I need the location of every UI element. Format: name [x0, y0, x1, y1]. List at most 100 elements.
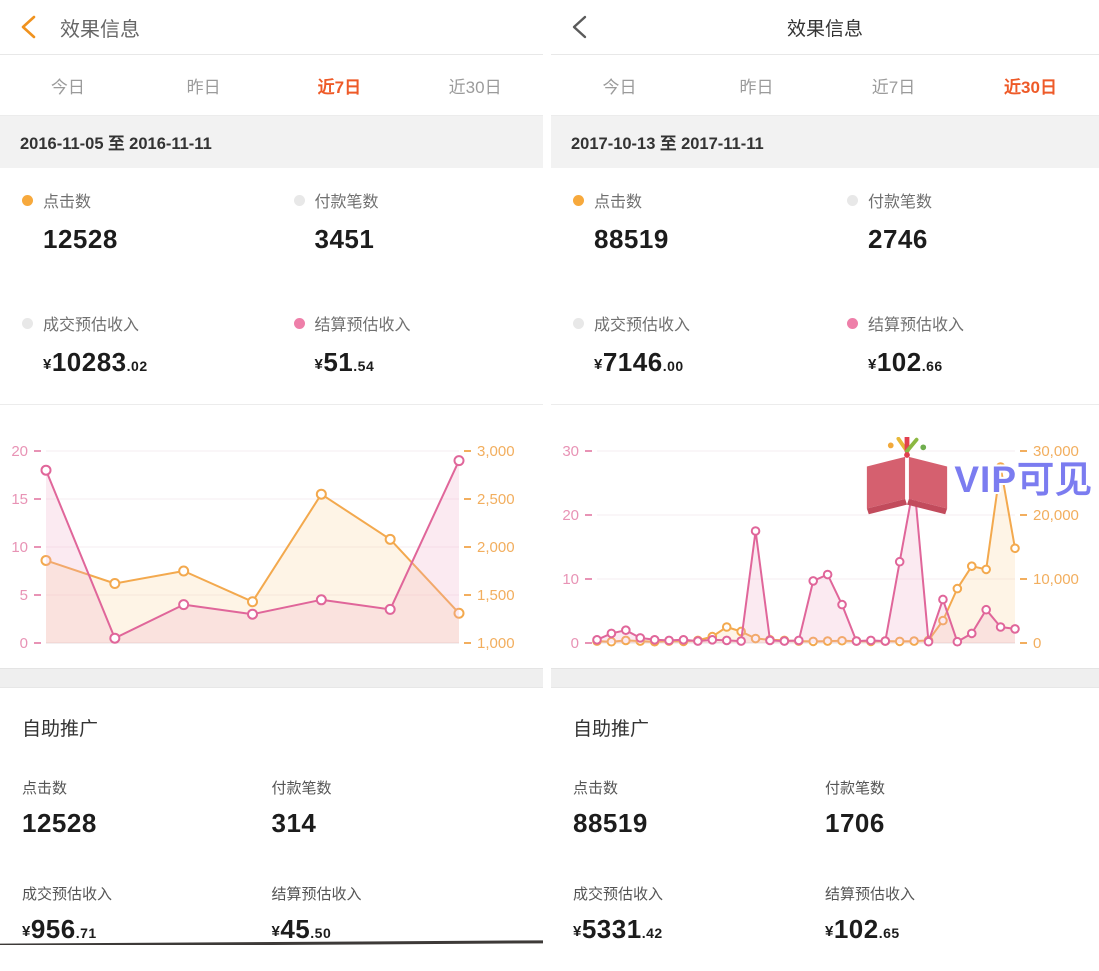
tab-last7days[interactable]: 近7日 — [317, 77, 362, 97]
svg-text:10: 10 — [562, 571, 579, 588]
tab-yesterday[interactable]: 昨日 — [186, 77, 221, 97]
stat-label: 付款笔数 — [314, 194, 379, 211]
svg-text:0: 0 — [1033, 635, 1041, 652]
amount-int: 102 — [833, 914, 879, 944]
stat-est-transaction-income: 成交预估收入 ¥956.71 — [22, 883, 272, 945]
screen-effect-info-7days: 效果信息 今日 昨日 近7日 近30日 2016-11-05 至 2016-11… — [0, 0, 543, 945]
stat-label: 点击数 — [594, 194, 643, 211]
currency-symbol: ¥ — [22, 923, 31, 940]
dual-axis-line-chart: 0 1,000 5 1,500 10 2,000 15 2,500 20 3,000 — [11, 443, 515, 652]
page-title: 效果信息 — [60, 18, 140, 41]
currency-symbol: ¥ — [594, 356, 603, 373]
stat-clicks: 点击数 88519 — [551, 188, 825, 255]
stat-est-transaction-income: 成交预估收入 ¥10283.02 — [0, 311, 272, 378]
tab-last30days[interactable]: 近30日 — [448, 77, 502, 97]
date-range: 2017-10-13 至 2017-11-11 — [551, 116, 1099, 168]
dual-axis-line-chart: 0 0 10 10,000 20 20,000 30 30,000 — [562, 443, 1079, 652]
trend-chart-30days: 0 0 10 10,000 20 20,000 30 30,000 VIP可见 — [551, 425, 1099, 668]
stat-clicks: 点击数 88519 — [573, 777, 825, 839]
self-promotion-section: 自助推广 点击数 12528 付款笔数 314 成交预估收入 ¥956.71 结… — [0, 714, 543, 945]
stat-label: 成交预估收入 — [594, 317, 691, 334]
svg-text:20,000: 20,000 — [1033, 507, 1079, 524]
stat-value: ¥7146.00 — [573, 347, 825, 378]
stat-value: 1706 — [825, 808, 885, 838]
amount-dec: .54 — [353, 358, 375, 374]
currency-symbol: ¥ — [271, 923, 281, 940]
svg-text:0: 0 — [20, 635, 28, 652]
svg-text:30: 30 — [562, 443, 579, 460]
stat-est-settlement-income: 结算预估收入 ¥45.50 — [272, 883, 522, 945]
svg-text:1,000: 1,000 — [477, 635, 515, 652]
stat-paid-orders: 付款笔数 3451 — [272, 188, 544, 255]
stat-label: 付款笔数 — [868, 194, 933, 211]
amount-dec: .65 — [878, 925, 900, 941]
section-title: 自助推广 — [22, 719, 99, 740]
currency-symbol: ¥ — [314, 356, 324, 373]
stat-value: ¥102.66 — [847, 347, 1099, 378]
stat-label: 结算预估收入 — [271, 886, 362, 903]
legend-dot-gray-icon — [22, 317, 33, 329]
back-icon[interactable] — [14, 12, 44, 42]
svg-text:1,500: 1,500 — [477, 587, 515, 604]
stat-value: 88519 — [594, 224, 669, 254]
amount-int: 10283 — [51, 347, 127, 377]
svg-text:10: 10 — [11, 539, 28, 556]
svg-text:0: 0 — [571, 635, 579, 652]
amount-int: 51 — [323, 347, 354, 377]
tab-today[interactable]: 今日 — [50, 77, 85, 97]
date-range: 2016-11-05 至 2016-11-11 — [0, 116, 543, 168]
stat-value: ¥956.71 — [22, 914, 272, 945]
stat-label: 结算预估收入 — [868, 317, 965, 334]
tab-yesterday[interactable]: 昨日 — [739, 77, 774, 97]
stat-label: 付款笔数 — [825, 780, 886, 797]
legend-dot-pink-icon — [847, 317, 858, 329]
legend-dot-pink-icon — [293, 317, 305, 329]
svg-text:2,000: 2,000 — [477, 539, 515, 556]
stat-value: ¥51.54 — [294, 347, 544, 378]
stat-est-settlement-income: 结算预估收入 ¥51.54 — [272, 311, 544, 378]
tab-last30days[interactable]: 近30日 — [1004, 77, 1057, 97]
stat-est-settlement-income: 结算预估收入 ¥102.66 — [825, 311, 1099, 378]
amount-dec: .00 — [662, 358, 684, 374]
stat-clicks: 点击数 12528 — [0, 188, 272, 255]
stat-est-transaction-income: 成交预估收入 ¥7146.00 — [551, 311, 825, 378]
legend-dot-gray-icon — [847, 194, 858, 206]
amount-int: 5331 — [581, 914, 642, 944]
svg-text:10,000: 10,000 — [1033, 571, 1079, 588]
stat-label: 点击数 — [573, 780, 619, 797]
navbar: 效果信息 — [0, 0, 543, 55]
stat-label: 点击数 — [43, 194, 92, 211]
stat-value: 88519 — [573, 808, 648, 838]
back-icon[interactable] — [565, 12, 595, 42]
currency-symbol: ¥ — [573, 923, 582, 940]
stat-est-settlement-income: 结算预估收入 ¥102.65 — [825, 883, 1077, 945]
period-tabs: 今日 昨日 近7日 近30日 — [551, 55, 1099, 116]
stat-clicks: 点击数 12528 — [22, 777, 272, 839]
stat-paid-orders: 付款笔数 314 — [272, 777, 522, 839]
svg-text:3,000: 3,000 — [477, 443, 515, 460]
section-separator — [551, 668, 1099, 688]
stat-value: 12528 — [43, 224, 118, 254]
stat-value: ¥102.65 — [825, 914, 1077, 945]
svg-text:5: 5 — [20, 587, 28, 604]
amount-dec: .50 — [310, 925, 332, 941]
legend-dot-orange-icon — [573, 194, 584, 206]
stat-value: ¥10283.02 — [22, 347, 272, 378]
stat-value: 2746 — [868, 224, 928, 254]
currency-symbol: ¥ — [43, 356, 52, 373]
section-title: 自助推广 — [573, 719, 650, 740]
amount-dec: .42 — [641, 925, 663, 941]
legend-dot-orange-icon — [22, 194, 33, 206]
tab-today[interactable]: 今日 — [602, 77, 637, 97]
tab-last7days[interactable]: 近7日 — [871, 77, 916, 97]
stat-est-transaction-income: 成交预估收入 ¥5331.42 — [573, 883, 825, 945]
stat-label: 结算预估收入 — [314, 317, 411, 334]
currency-symbol: ¥ — [868, 356, 877, 373]
svg-text:30,000: 30,000 — [1033, 443, 1079, 460]
legend-dot-gray-icon — [293, 194, 305, 206]
amount-int: 102 — [876, 347, 922, 377]
stat-label: 成交预估收入 — [43, 317, 140, 334]
stat-paid-orders: 付款笔数 2746 — [825, 188, 1099, 255]
divider — [0, 404, 543, 405]
amount-dec: .66 — [921, 358, 943, 374]
